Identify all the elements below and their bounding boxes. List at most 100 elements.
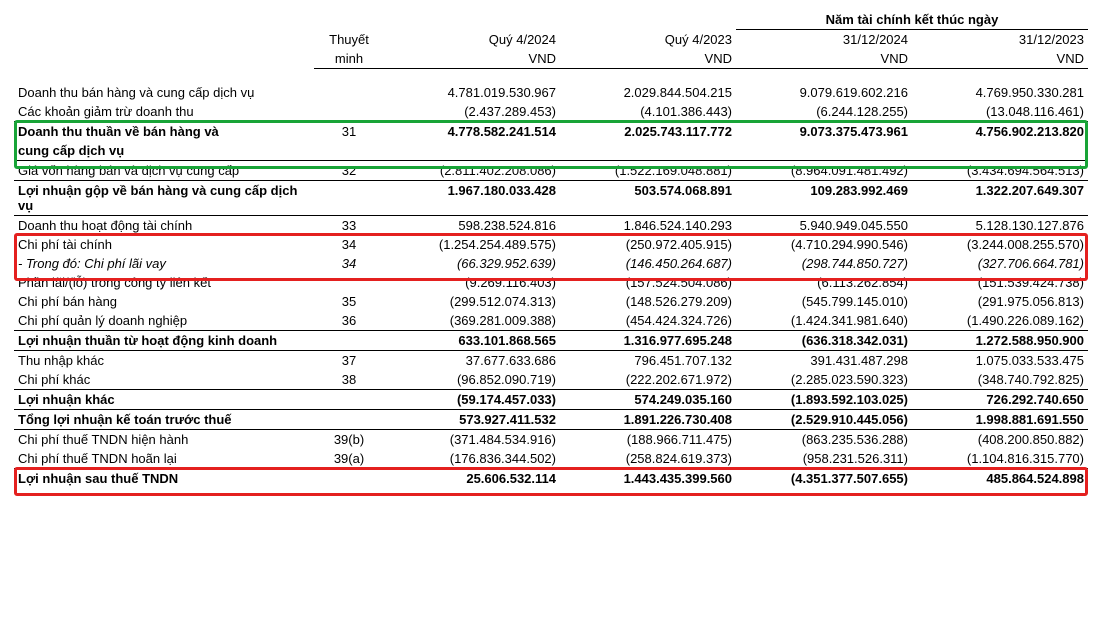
row-value: (9.269.116.403) [384, 273, 560, 292]
row-value: 9.079.619.602.216 [736, 83, 912, 102]
row-other_income: Thu nhập khác3737.677.633.686796.451.707… [14, 351, 1088, 371]
row-label: Các khoản giảm trừ doanh thu [14, 102, 314, 122]
row-value: (8.964.091.481.492) [736, 161, 912, 181]
row-value: (2.529.910.445.056) [736, 410, 912, 430]
row-value: (176.836.344.502) [384, 449, 560, 469]
row-note: 39(a) [314, 449, 384, 469]
row-label: Chi phí tài chính [14, 235, 314, 254]
table-header: Năm tài chính kết thúc ngày Thuyết Quý 4… [14, 10, 1088, 83]
row-rev_gross: Doanh thu bán hàng và cung cấp dịch vụ 4.… [14, 83, 1088, 102]
row-value: (13.048.116.461) [912, 102, 1088, 122]
col-header-2-line1: 31/12/2024 [736, 30, 912, 50]
row-value: 574.249.035.160 [560, 390, 736, 410]
row-other_expense: Chi phí khác38(96.852.090.719)(222.202.6… [14, 370, 1088, 390]
row-label: Lợi nhuận thuần từ hoạt động kinh doanh [14, 331, 314, 351]
row-value: (958.231.526.311) [736, 449, 912, 469]
row-value: (2.437.289.453) [384, 102, 560, 122]
row-value: 37.677.633.686 [384, 351, 560, 371]
row-value: (157.524.504.086) [560, 273, 736, 292]
row-value: 25.606.532.114 [384, 469, 560, 489]
row-label: Giá vốn hàng bán và dịch vụ cung cấp [14, 161, 314, 181]
col-header-3-line1: 31/12/2023 [912, 30, 1088, 50]
row-value: (222.202.671.972) [560, 370, 736, 390]
row-value: (327.706.664.781) [912, 254, 1088, 273]
income-statement-table-wrap: Năm tài chính kết thúc ngày Thuyết Quý 4… [14, 10, 1088, 488]
row-label: Doanh thu bán hàng và cung cấp dịch vụ [14, 83, 314, 102]
row-value: (66.329.952.639) [384, 254, 560, 273]
row-cogs: Giá vốn hàng bán và dịch vụ cung cấp32(2… [14, 161, 1088, 181]
row-gross_profit: Lợi nhuận gộp về bán hàng và cung cấp dị… [14, 181, 1088, 216]
row-value: 2.029.844.504.215 [560, 83, 736, 102]
row-value: (3.244.008.255.570) [912, 235, 1088, 254]
row-tax_current: Chi phí thuế TNDN hiện hành39(b)(371.484… [14, 430, 1088, 450]
row-note: 31 [314, 122, 384, 142]
row-value: (636.318.342.031) [736, 331, 912, 351]
col-header-1-line2: VND [560, 49, 736, 69]
row-value: (348.740.792.825) [912, 370, 1088, 390]
row-value: (6.113.262.854) [736, 273, 912, 292]
row-value: (250.972.405.915) [560, 235, 736, 254]
row-fin_expense: Chi phí tài chính34(1.254.254.489.575)(2… [14, 235, 1088, 254]
row-value: (299.512.074.313) [384, 292, 560, 311]
col-header-1-line1: Quý 4/2023 [560, 30, 736, 50]
row-value: 485.864.524.898 [912, 469, 1088, 489]
row-value: (188.966.711.475) [560, 430, 736, 450]
row-value: (258.824.619.373) [560, 449, 736, 469]
row-value: (1.254.254.489.575) [384, 235, 560, 254]
row-label: Chi phí thuế TNDN hiện hành [14, 430, 314, 450]
row-value: 1.272.588.950.900 [912, 331, 1088, 351]
row-label: Chi phí thuế TNDN hoãn lại [14, 449, 314, 469]
row-tax_deferred: Chi phí thuế TNDN hoãn lại39(a)(176.836.… [14, 449, 1088, 469]
row-value: 726.292.740.650 [912, 390, 1088, 410]
row-value: 9.073.375.473.961 [736, 122, 912, 142]
row-note [314, 102, 384, 122]
row-value: 391.431.487.298 [736, 351, 912, 371]
row-label: Lợi nhuận gộp về bán hàng và cung cấp dị… [14, 181, 314, 216]
row-value: (4.101.386.443) [560, 102, 736, 122]
row-deduct: Các khoản giảm trừ doanh thu (2.437.289.4… [14, 102, 1088, 122]
row-note: 39(b) [314, 430, 384, 450]
row-label: Lợi nhuận khác [14, 390, 314, 410]
row-label: Chi phí khác [14, 370, 314, 390]
row-label: Chi phí quản lý doanh nghiệp [14, 311, 314, 331]
row-value: (371.484.534.916) [384, 430, 560, 450]
row-label-line2: cung cấp dịch vụ [14, 141, 314, 161]
row-note [314, 410, 384, 430]
col-header-0-line1: Quý 4/2024 [384, 30, 560, 50]
row-note: 38 [314, 370, 384, 390]
row-note: 35 [314, 292, 384, 311]
row-note: 37 [314, 351, 384, 371]
row-label: Chi phí bán hàng [14, 292, 314, 311]
row-other_profit: Lợi nhuận khác (59.174.457.033)574.249.03… [14, 390, 1088, 410]
row-value: (863.235.536.288) [736, 430, 912, 450]
row-value: (59.174.457.033) [384, 390, 560, 410]
row-assoc_pl: Phần lãi/(lỗ) trong công ty liên kết(9.2… [14, 273, 1088, 292]
row-value: (298.744.850.727) [736, 254, 912, 273]
row-label: Doanh thu thuần về bán hàng và [14, 122, 314, 142]
row-value: 598.238.524.816 [384, 216, 560, 236]
table-body: Doanh thu bán hàng và cung cấp dịch vụ 4.… [14, 83, 1088, 488]
row-value: 1.998.881.691.550 [912, 410, 1088, 430]
row-note [314, 83, 384, 102]
note-header-2: minh [314, 49, 384, 69]
row-note [314, 390, 384, 410]
row-value: 1.846.524.140.293 [560, 216, 736, 236]
row-pat: Lợi nhuận sau thuế TNDN25.606.532.1141.4… [14, 469, 1088, 489]
fiscal-year-header: Năm tài chính kết thúc ngày [736, 10, 1088, 30]
row-value: 1.075.033.533.475 [912, 351, 1088, 371]
row-note [314, 331, 384, 351]
row-value: (3.434.694.564.513) [912, 161, 1088, 181]
row-value: 4.756.902.213.820 [912, 122, 1088, 142]
row-value: (6.244.128.255) [736, 102, 912, 122]
row-value: (1.104.816.315.770) [912, 449, 1088, 469]
row-value: 1.443.435.399.560 [560, 469, 736, 489]
row-value: (545.799.145.010) [736, 292, 912, 311]
row-interest_exp: - Trong đó: Chi phí lãi vay34(66.329.952… [14, 254, 1088, 273]
note-header-1: Thuyết [314, 30, 384, 50]
row-note: 34 [314, 235, 384, 254]
row-note: 33 [314, 216, 384, 236]
row-pbt: Tổng lợi nhuận kế toán trước thuế573.927… [14, 410, 1088, 430]
row-value: (408.200.850.882) [912, 430, 1088, 450]
row-value: 4.769.950.330.281 [912, 83, 1088, 102]
row-value: (2.285.023.590.323) [736, 370, 912, 390]
